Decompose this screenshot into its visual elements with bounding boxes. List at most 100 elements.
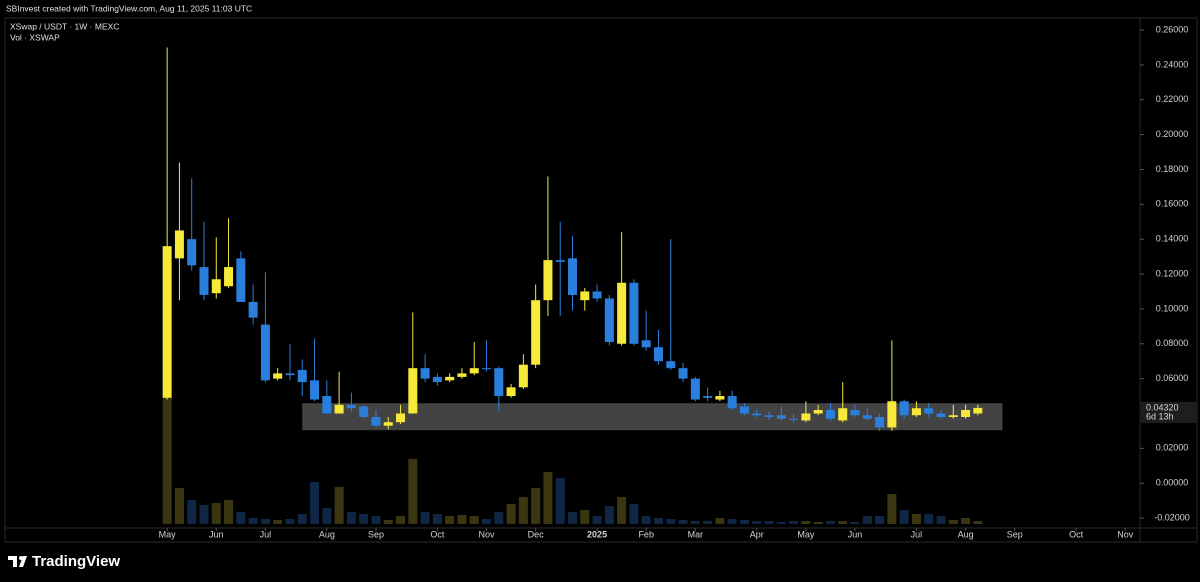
- volume-bar: [899, 510, 909, 524]
- zone: [302, 403, 1003, 431]
- x-tick-label: Oct: [1069, 529, 1084, 539]
- volume-bar: [911, 514, 921, 524]
- volume-bar: [555, 478, 565, 524]
- candle-body: [555, 260, 565, 262]
- x-tick-label: Mar: [688, 529, 704, 539]
- brand: TradingView: [32, 553, 120, 570]
- y-tick-label: 0.22000: [1156, 94, 1189, 104]
- candle-body: [310, 380, 320, 400]
- candle-body: [396, 413, 406, 423]
- volume-bar: [543, 472, 553, 524]
- candle-body: [346, 404, 356, 409]
- candle-body: [764, 415, 774, 417]
- volume-bar: [936, 516, 946, 524]
- y-tick-label: 0.06000: [1156, 373, 1189, 383]
- volume-bar: [187, 500, 197, 524]
- volume-label: Vol · XSWAP: [10, 32, 60, 42]
- candle-body: [580, 291, 590, 301]
- candle-body: [260, 324, 270, 381]
- volume-bar: [224, 500, 234, 524]
- volume-bar: [174, 488, 184, 524]
- candle-body: [359, 406, 369, 417]
- x-tick-label: Jul: [260, 529, 272, 539]
- volume-bar: [752, 521, 762, 524]
- x-tick-label: Sep: [368, 529, 384, 539]
- header: SBInvest created with TradingView.com, A…: [6, 3, 252, 13]
- candle-body: [801, 413, 811, 421]
- countdown: 6d 13h: [1146, 411, 1174, 421]
- candle-body: [445, 376, 455, 381]
- candle-body: [825, 409, 835, 419]
- candle-body: [899, 401, 909, 416]
- last-price-label: 0.04320: [1146, 402, 1179, 412]
- volume-bar: [273, 520, 283, 524]
- volume-bar: [813, 522, 823, 524]
- candle-body: [641, 340, 651, 348]
- x-tick-label: Nov: [1117, 529, 1134, 539]
- logo-dot: [19, 556, 23, 560]
- volume-bar: [961, 518, 971, 524]
- candle-body: [617, 282, 627, 344]
- candle-body: [420, 368, 430, 379]
- volume-bar: [776, 522, 786, 524]
- candle-body: [838, 408, 848, 421]
- volume-bar: [825, 521, 835, 524]
- candle-body: [592, 291, 602, 299]
- volume-bar: [666, 519, 676, 524]
- volume-bar: [260, 519, 270, 524]
- candle-body: [248, 301, 258, 318]
- volume-bar: [887, 494, 897, 524]
- volume-bar: [211, 503, 221, 524]
- candle-body: [604, 298, 614, 343]
- candle-body: [948, 415, 958, 417]
- candle-body: [236, 258, 246, 302]
- x-tick-label: Nov: [479, 529, 496, 539]
- candle-body: [789, 418, 799, 420]
- x-tick-label: Apr: [750, 529, 764, 539]
- candle-body: [334, 404, 344, 414]
- volume-bar: [371, 516, 381, 524]
- candle-body: [297, 369, 307, 383]
- x-tick-label: Oct: [430, 529, 445, 539]
- volume-bar: [199, 505, 209, 524]
- x-tick-label: Dec: [528, 529, 545, 539]
- x-tick-label: Feb: [638, 529, 654, 539]
- candle-body: [322, 396, 332, 414]
- volume-bar: [334, 487, 344, 524]
- volume-bar: [838, 521, 848, 524]
- y-tick-label: 0.16000: [1156, 199, 1189, 209]
- x-tick-label: Aug: [958, 529, 974, 539]
- volume-bar: [383, 520, 393, 524]
- volume-bar: [506, 504, 516, 524]
- x-tick-label: Jun: [848, 529, 863, 539]
- candle-body: [494, 368, 504, 397]
- candle-body: [408, 368, 418, 414]
- candle-body: [739, 406, 749, 414]
- y-tick-label: -0.02000: [1154, 512, 1190, 522]
- candle-body: [506, 387, 516, 397]
- candle-body: [199, 267, 209, 295]
- candle-body: [432, 376, 442, 383]
- volume-bar: [727, 519, 737, 524]
- volume-bar: [469, 516, 479, 524]
- candle-body: [568, 258, 577, 295]
- candle-body: [162, 246, 172, 398]
- y-tick-label: 0.14000: [1156, 234, 1189, 244]
- candle-body: [518, 364, 528, 388]
- volume-bar: [862, 516, 872, 524]
- volume-bar: [531, 488, 541, 524]
- y-tick-label: 0.00000: [1156, 478, 1189, 488]
- x-tick-label: May: [159, 529, 177, 539]
- volume-bar: [789, 521, 799, 524]
- candle-body: [187, 239, 197, 266]
- candle-body: [469, 368, 479, 374]
- volume-bar: [285, 519, 295, 524]
- candle-body: [936, 413, 946, 417]
- volume-bar: [690, 521, 700, 524]
- y-tick-label: 0.26000: [1156, 24, 1189, 34]
- candle-body: [174, 230, 184, 259]
- x-tick-label: Sep: [1007, 529, 1023, 539]
- candle-body: [543, 260, 553, 301]
- volume-bar: [297, 514, 307, 524]
